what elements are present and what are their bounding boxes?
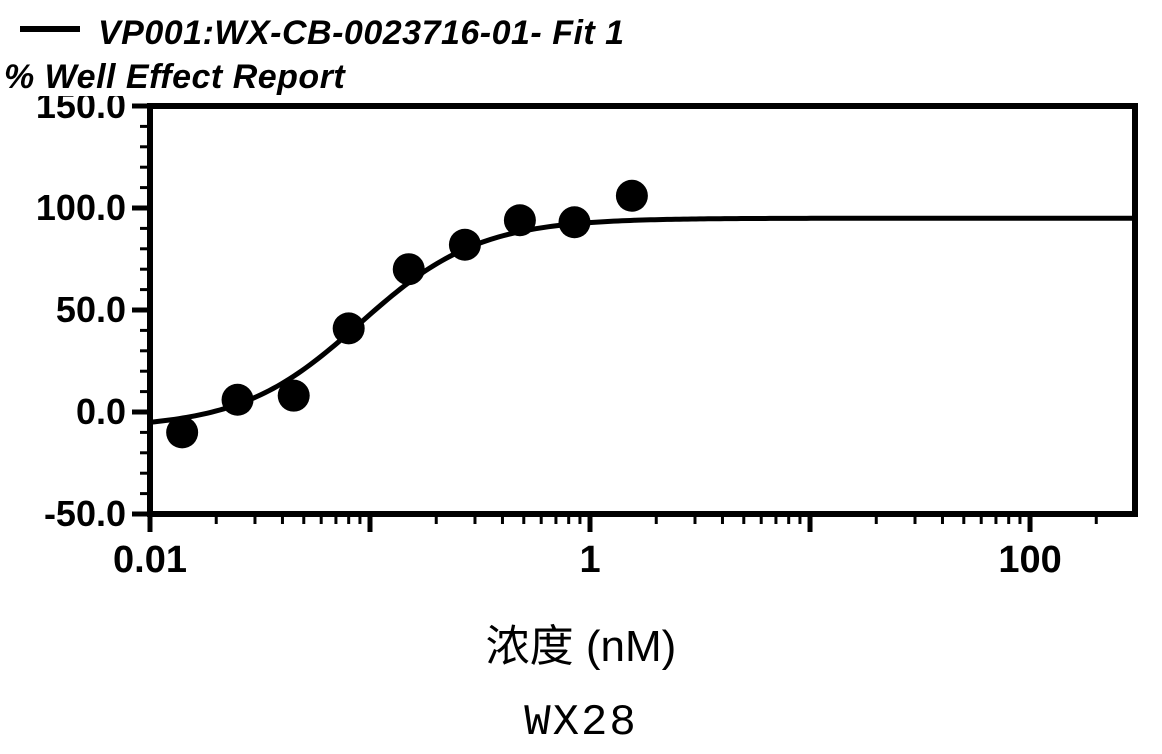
chart-area: -50.0 0.0 50.0 100.0 150.0 0.01 1 100 <box>0 96 1162 606</box>
y-tick-label: 100.0 <box>36 187 126 228</box>
legend-line-marker <box>20 26 80 32</box>
data-point <box>504 204 536 236</box>
data-point <box>333 312 365 344</box>
chart-subtitle: % Well Effect Report <box>4 58 345 97</box>
data-point <box>616 180 648 212</box>
y-tick-label: 50.0 <box>56 289 126 330</box>
data-point <box>166 416 198 448</box>
data-point <box>449 229 481 261</box>
x-tick-label: 1 <box>579 539 600 581</box>
data-point <box>278 380 310 412</box>
x-tick-label: 0.01 <box>113 539 187 581</box>
y-tick-label: -50.0 <box>44 493 126 534</box>
y-tick-label: 150.0 <box>36 96 126 126</box>
legend-text: VP001:WX-CB-0023716-01- Fit 1 <box>98 14 625 52</box>
data-point <box>222 384 254 416</box>
x-axis-title: 浓度 (nM) <box>0 610 1162 674</box>
y-tick-label: 0.0 <box>76 391 126 432</box>
footer-label: WX28 <box>0 698 1162 748</box>
data-point <box>558 206 590 238</box>
x-tick-label: 100 <box>998 539 1061 581</box>
legend: VP001:WX-CB-0023716-01- Fit 1 <box>20 14 625 53</box>
chart-svg: -50.0 0.0 50.0 100.0 150.0 0.01 1 100 <box>0 96 1162 606</box>
data-point <box>393 253 425 285</box>
figure-container: VP001:WX-CB-0023716-01- Fit 1 % Well Eff… <box>0 0 1162 754</box>
